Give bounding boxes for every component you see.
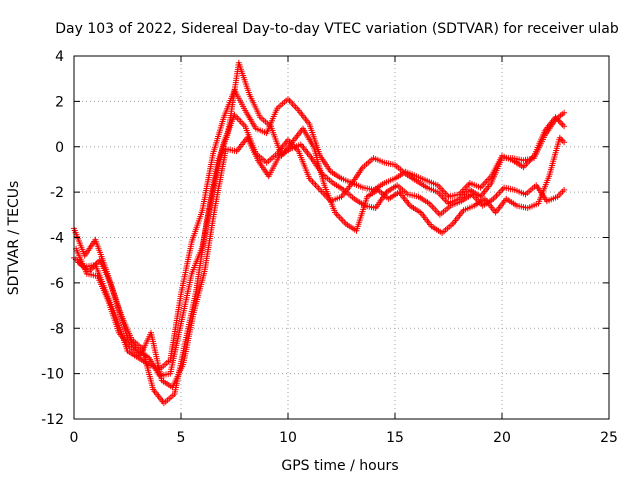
data-point	[561, 186, 568, 193]
y-tick-label: -8	[50, 321, 64, 337]
axis-ticks: 0 5 10 15 20 25 -12 -10 -8 -6 -4 -2 0 2 4	[41, 49, 618, 446]
data-point-interp	[559, 121, 566, 128]
x-tick-label: 15	[386, 430, 404, 446]
x-tick-label: 5	[177, 430, 186, 446]
y-tick-label: -12	[41, 412, 64, 428]
y-tick-label: 0	[55, 140, 64, 156]
x-tick-label: 25	[600, 430, 618, 446]
y-tick-label: 2	[55, 94, 64, 110]
grid-lines	[74, 56, 609, 419]
data-point-interp	[558, 120, 565, 127]
x-tick-label: 20	[493, 430, 511, 446]
y-tick-label: 4	[55, 49, 64, 65]
y-axis-label: SDTVAR / TECUs	[6, 181, 22, 296]
chart-title: Day 103 of 2022, Sidereal Day-to-day VTE…	[55, 21, 619, 37]
data-point	[561, 123, 568, 130]
series-track-d	[73, 134, 568, 391]
series-track-c	[75, 59, 568, 407]
data-point-interp	[559, 137, 566, 144]
y-tick-label: -2	[50, 185, 64, 201]
y-tick-label: -10	[41, 367, 64, 383]
y-tick-label: -6	[50, 276, 64, 292]
data-point	[561, 139, 568, 146]
series-track-b	[71, 87, 568, 373]
x-axis-label: GPS time / hours	[281, 458, 398, 474]
y-tick-label: -4	[50, 231, 64, 247]
x-tick-label: 0	[70, 430, 79, 446]
x-tick-label: 10	[279, 430, 297, 446]
data-point	[561, 109, 568, 116]
data-points	[71, 59, 568, 407]
